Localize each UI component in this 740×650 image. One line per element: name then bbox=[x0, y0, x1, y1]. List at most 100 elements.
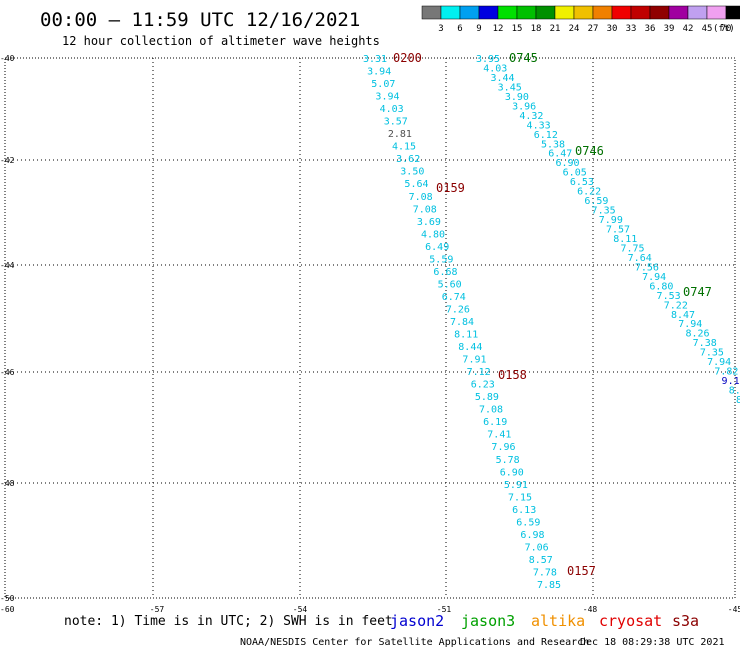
wave-height-value: 8.26 bbox=[685, 329, 709, 340]
wave-height-value: 3.90 bbox=[505, 92, 529, 103]
page-subtitle: 12 hour collection of altimeter wave hei… bbox=[62, 34, 380, 48]
legend-tick-label: 18 bbox=[531, 24, 542, 34]
time-labels: 0200 0159 0158 0157 0745 0746 0747 bbox=[393, 51, 712, 578]
legend-tick-label: 21 bbox=[550, 24, 561, 34]
track-time-label: 0745 bbox=[509, 51, 538, 65]
wave-height-value: 2.81 bbox=[388, 129, 412, 140]
wave-height-value: 7.94 bbox=[642, 272, 666, 283]
legend-tick-label: 39 bbox=[664, 24, 675, 34]
longitude-label: -57 bbox=[150, 605, 165, 614]
wave-height-value: 7.53 bbox=[657, 291, 681, 302]
legend-tick-label: 70 bbox=[721, 24, 732, 34]
wave-height-value: 8 bbox=[736, 395, 740, 406]
wave-height-value: 5.78 bbox=[496, 455, 520, 466]
wave-height-value: 5.59 bbox=[429, 254, 453, 265]
wave-height-value: 3.62 bbox=[396, 154, 420, 165]
longitude-label: -54 bbox=[293, 605, 308, 614]
legend-swatch bbox=[440, 5, 461, 20]
wave-height-value: 7.94 bbox=[707, 357, 731, 368]
wave-height-value: 5.91 bbox=[504, 480, 528, 491]
footer-timestamp: Dec 18 08:29:38 UTC 2021 bbox=[580, 637, 725, 648]
wave-height-value: 6.74 bbox=[442, 292, 466, 303]
legend-swatch bbox=[497, 5, 518, 20]
satellite-name: cryosat bbox=[599, 612, 662, 630]
wave-height-value: 6.49 bbox=[425, 242, 449, 253]
wave-height-value: 3.95 bbox=[476, 54, 500, 65]
wave-height-value: 4.33 bbox=[527, 120, 551, 131]
page-title: 00:00 — 11:59 UTC 12/16/2021 bbox=[40, 9, 360, 31]
wave-height-value: 8.47 bbox=[671, 310, 695, 321]
track-time-label: 0157 bbox=[567, 564, 596, 578]
latitude-label: -46 bbox=[0, 368, 15, 377]
wave-height-value: 6.12 bbox=[534, 130, 558, 141]
legend-swatch bbox=[611, 5, 632, 20]
wave-height-value: 7.06 bbox=[525, 542, 549, 553]
satellite-name: jason2 bbox=[390, 612, 444, 630]
wave-height-value: 6.47 bbox=[548, 149, 572, 160]
wave-height-value: 7.08 bbox=[409, 192, 433, 203]
wave-height-value: 7.94 bbox=[678, 319, 702, 330]
wave-height-value: 7.26 bbox=[446, 304, 470, 315]
wave-height-value: 4.80 bbox=[421, 229, 445, 240]
wave-height-value: 7.08 bbox=[479, 405, 503, 416]
legend-tick-label: 45 bbox=[702, 24, 713, 34]
wave-height-value: 5.89 bbox=[475, 392, 499, 403]
track-time-label: 0158 bbox=[498, 368, 527, 382]
legend-swatch bbox=[668, 5, 689, 20]
track-time-label: 0159 bbox=[436, 181, 465, 195]
wave-height-value: 9.19 bbox=[722, 376, 740, 387]
track-time-label: 0747 bbox=[683, 285, 712, 299]
wave-height-value: 6.05 bbox=[563, 168, 587, 179]
wave-height-value: 3.44 bbox=[490, 73, 514, 84]
track-time-label: 0200 bbox=[393, 51, 422, 65]
wave-height-value: 3.50 bbox=[400, 167, 424, 178]
wave-height-value: 4.15 bbox=[392, 142, 416, 153]
legend-swatch bbox=[554, 5, 575, 20]
wave-height-value: 3.57 bbox=[384, 117, 408, 128]
footer-credit: NOAA/NESDIS Center for Satellite Applica… bbox=[240, 637, 589, 648]
legend-tick-label: 12 bbox=[493, 24, 504, 34]
wave-height-value: 3.45 bbox=[498, 82, 522, 93]
legend-tick-label: 27 bbox=[588, 24, 599, 34]
wave-height-value: 7.75 bbox=[620, 243, 644, 254]
satellite-legend: jason2 jason3 altika cryosat s3a bbox=[390, 612, 699, 630]
longitude-label: -48 bbox=[583, 605, 598, 614]
wave-height-value: 4.32 bbox=[519, 111, 543, 122]
wave-height-value: 8.44 bbox=[458, 342, 482, 353]
legend-swatch bbox=[573, 5, 594, 20]
longitude-label: -45 bbox=[728, 605, 740, 614]
legend-tick-label: 24 bbox=[569, 24, 580, 34]
wave-height-value: 6.90 bbox=[555, 158, 579, 169]
wave-height-value: 7.85 bbox=[537, 580, 561, 591]
legend-swatch bbox=[630, 5, 651, 20]
wave-height-value: 7.41 bbox=[487, 430, 511, 441]
legend-swatch bbox=[478, 5, 499, 20]
wave-height-value: 6.13 bbox=[512, 505, 536, 516]
wave-height-value: 8.57 bbox=[529, 555, 553, 566]
wave-height-value: 4.03 bbox=[483, 63, 507, 74]
legend-swatch bbox=[687, 5, 708, 20]
wave-height-value: 5.64 bbox=[404, 179, 428, 190]
track-time-label: 0746 bbox=[575, 144, 604, 158]
legend-tick-label: 30 bbox=[607, 24, 618, 34]
legend-swatch bbox=[592, 5, 613, 20]
wave-height-value: 7.15 bbox=[508, 492, 532, 503]
legend-swatch bbox=[516, 5, 537, 20]
wave-height-value: 6.53 bbox=[570, 177, 594, 188]
wave-height-value: 7.56 bbox=[635, 262, 659, 273]
satellite-name: altika bbox=[531, 612, 585, 630]
latitude-label: -40 bbox=[0, 54, 15, 63]
wave-height-value: 6.19 bbox=[483, 417, 507, 428]
wave-height-value: 7.57 bbox=[606, 225, 630, 236]
wave-height-value: 7.91 bbox=[462, 355, 486, 366]
wave-height-value: 7.82 bbox=[714, 367, 738, 378]
wave-height-value: 8.11 bbox=[613, 234, 637, 245]
wave-height-value: 7.84 bbox=[450, 317, 474, 328]
wave-height-value: 6.59 bbox=[516, 517, 540, 528]
wave-height-value: 7.35 bbox=[592, 206, 616, 217]
axis-tick-labels: -57 -54 -51 -48 -45 -40 -42 -44 -46 -48 -50 bbox=[0, 54, 740, 614]
legend-swatch bbox=[459, 5, 480, 20]
legend-tick-label: 6 bbox=[457, 24, 462, 34]
legend-tick-label: 42 bbox=[683, 24, 694, 34]
legend-swatch bbox=[649, 5, 670, 20]
